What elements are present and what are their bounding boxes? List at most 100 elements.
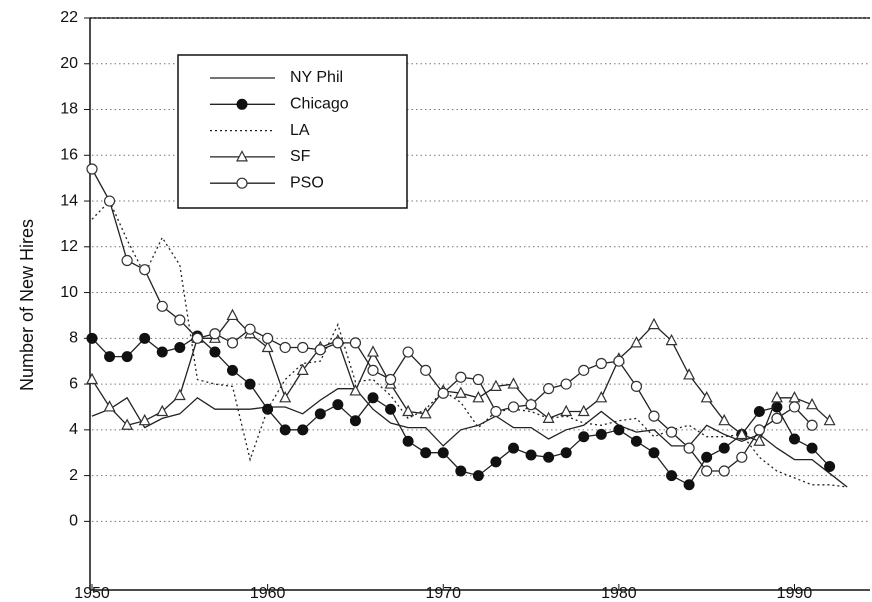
marker (86, 163, 98, 175)
marker (121, 254, 133, 267)
y-tick-label: 22 (60, 9, 78, 26)
marker (314, 344, 326, 356)
marker (735, 427, 748, 440)
marker (104, 351, 116, 363)
marker (244, 323, 256, 335)
y-tick-label: 2 (69, 467, 78, 484)
marker (543, 451, 555, 463)
marker (236, 150, 248, 162)
y-tick-label: 8 (69, 330, 78, 347)
marker (297, 424, 309, 436)
y-tick-label: 16 (60, 146, 78, 163)
marker (736, 451, 748, 463)
marker (384, 373, 397, 386)
marker (349, 384, 362, 396)
marker (824, 460, 836, 472)
marker (279, 424, 291, 436)
marker (139, 264, 151, 276)
y-tick-label: 14 (60, 192, 78, 209)
marker (613, 355, 625, 367)
marker (156, 300, 168, 312)
legend-label: NY Phil (290, 69, 343, 86)
marker (489, 379, 502, 391)
marker (86, 372, 98, 385)
y-tick-label: 18 (60, 101, 78, 118)
marker (788, 391, 801, 403)
marker (630, 380, 643, 392)
marker (261, 340, 274, 353)
x-tick-label: 1990 (777, 585, 813, 602)
y-tick-label: 0 (69, 513, 78, 530)
marker (437, 387, 449, 399)
marker (297, 341, 309, 354)
marker (226, 337, 239, 349)
marker (630, 435, 642, 447)
marker (490, 456, 502, 468)
marker (683, 479, 695, 491)
marker (560, 447, 572, 459)
marker (156, 404, 169, 417)
legend-label: PSO (290, 174, 324, 191)
marker (472, 470, 484, 482)
marker (279, 341, 291, 354)
y-axis-label: Number of New Hires (17, 219, 37, 391)
marker (630, 336, 643, 348)
marker (753, 424, 765, 436)
marker (490, 405, 502, 418)
marker (209, 346, 221, 358)
marker (525, 449, 537, 461)
y-tick-label: 10 (60, 284, 78, 301)
marker (402, 346, 414, 358)
marker (823, 413, 836, 426)
marker (419, 407, 432, 419)
marker (665, 426, 678, 438)
marker (788, 433, 800, 445)
marker (788, 401, 801, 413)
marker (806, 442, 818, 454)
marker (648, 410, 660, 422)
marker (138, 413, 151, 426)
marker (420, 364, 432, 376)
marker (236, 98, 248, 110)
y-tick-label: 12 (60, 238, 78, 255)
legend-label: Chicago (290, 96, 349, 113)
marker (174, 341, 186, 353)
x-tick-label: 1970 (425, 585, 461, 602)
y-tick-label: 20 (60, 55, 78, 72)
y-tick-label: 6 (69, 375, 78, 392)
marker (349, 415, 361, 427)
legend-box (177, 54, 408, 209)
marker (121, 351, 133, 363)
marker (683, 442, 695, 454)
marker (542, 411, 555, 423)
marker (262, 332, 274, 344)
marker (666, 470, 678, 482)
marker (226, 308, 239, 321)
marker (595, 357, 607, 370)
x-tick-label: 1980 (601, 585, 637, 602)
marker (420, 447, 432, 459)
marker (437, 447, 449, 459)
marker (103, 195, 116, 207)
marker (367, 364, 379, 376)
marker (244, 378, 256, 390)
marker (156, 346, 168, 358)
marker (332, 337, 344, 349)
series-line (91, 388, 848, 488)
marker (209, 328, 221, 340)
marker (701, 451, 713, 463)
marker (578, 364, 590, 376)
marker (718, 442, 730, 454)
marker (770, 391, 783, 403)
legend-label: LA (290, 122, 310, 139)
marker (454, 386, 467, 398)
series-line (91, 168, 813, 472)
marker (385, 403, 397, 415)
marker (507, 442, 519, 454)
marker (455, 465, 467, 477)
marker (236, 177, 248, 189)
marker (806, 419, 818, 431)
marker (507, 377, 520, 389)
marker (332, 399, 344, 411)
